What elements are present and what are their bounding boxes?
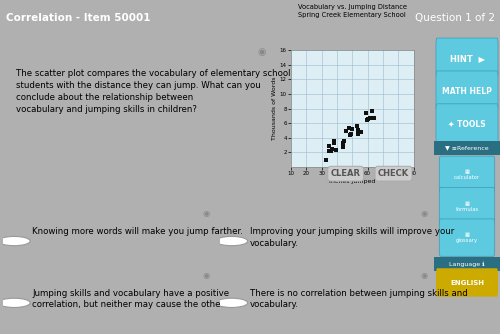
Point xyxy=(363,118,371,123)
Text: HINT  ▶: HINT ▶ xyxy=(450,54,484,63)
Point xyxy=(326,148,334,153)
FancyBboxPatch shape xyxy=(440,156,494,193)
Circle shape xyxy=(216,236,248,246)
Text: Improving your jumping skills will improve your
vocabulary.: Improving your jumping skills will impro… xyxy=(250,227,454,247)
Text: ◉: ◉ xyxy=(203,271,210,280)
Title: Vocabulary vs. Jumping Distance
Spring Creek Elementary School: Vocabulary vs. Jumping Distance Spring C… xyxy=(298,4,407,18)
Point xyxy=(346,125,354,130)
Text: ▦
formulas: ▦ formulas xyxy=(456,201,478,212)
Text: CLEAR: CLEAR xyxy=(330,169,360,178)
Text: Jumping skills and vocabulary have a positive
correlation, but neither may cause: Jumping skills and vocabulary have a pos… xyxy=(32,289,230,309)
Point xyxy=(368,108,376,113)
Text: The scatter plot compares the vocabulary of elementary school
students with the : The scatter plot compares the vocabulary… xyxy=(16,69,290,114)
Point xyxy=(346,133,354,138)
Text: ▼ ≡Reference: ▼ ≡Reference xyxy=(445,146,489,151)
Point xyxy=(342,129,350,134)
Point xyxy=(324,143,332,148)
Point xyxy=(354,124,362,129)
FancyBboxPatch shape xyxy=(436,104,498,144)
Circle shape xyxy=(0,236,30,246)
Point xyxy=(354,131,362,137)
Circle shape xyxy=(0,298,30,308)
Text: ▦
glossary: ▦ glossary xyxy=(456,232,478,243)
Text: ◉: ◉ xyxy=(258,47,266,57)
FancyBboxPatch shape xyxy=(434,141,500,155)
Text: ◉: ◉ xyxy=(420,271,428,280)
Text: ◉: ◉ xyxy=(420,209,428,218)
Text: ▦
calculator: ▦ calculator xyxy=(454,170,480,180)
Point xyxy=(346,131,354,137)
Text: ENGLISH: ENGLISH xyxy=(450,280,484,286)
Point xyxy=(362,111,370,116)
Point xyxy=(322,157,330,163)
FancyBboxPatch shape xyxy=(440,187,494,225)
X-axis label: Inches Jumped: Inches Jumped xyxy=(329,179,376,184)
Point xyxy=(330,141,338,146)
Text: Language ℹ: Language ℹ xyxy=(449,261,485,267)
Point xyxy=(354,128,362,133)
Text: ◉: ◉ xyxy=(203,209,210,218)
Y-axis label: Thousands of Words: Thousands of Words xyxy=(272,77,277,140)
Text: CHECK: CHECK xyxy=(378,169,409,178)
Point xyxy=(324,148,332,154)
Point xyxy=(332,147,340,152)
Point xyxy=(339,141,347,146)
Circle shape xyxy=(216,298,248,308)
Text: There is no correlation between jumping skills and
vocabulary.: There is no correlation between jumping … xyxy=(250,289,468,309)
Text: Knowing more words will make you jump farther.: Knowing more words will make you jump fa… xyxy=(32,227,243,236)
FancyBboxPatch shape xyxy=(434,257,500,271)
FancyBboxPatch shape xyxy=(440,219,494,256)
Point xyxy=(338,144,346,149)
Point xyxy=(328,146,336,152)
Point xyxy=(370,115,378,120)
FancyBboxPatch shape xyxy=(436,71,498,111)
Text: MATH HELP: MATH HELP xyxy=(442,87,492,96)
FancyBboxPatch shape xyxy=(436,38,498,78)
Point xyxy=(366,115,374,121)
Point xyxy=(330,139,338,144)
Point xyxy=(340,138,347,143)
Point xyxy=(364,117,372,122)
Text: ✦ TOOLS: ✦ TOOLS xyxy=(448,120,486,129)
Point xyxy=(348,127,356,132)
FancyBboxPatch shape xyxy=(436,268,498,297)
Text: Correlation - Item 50001: Correlation - Item 50001 xyxy=(6,13,150,22)
Text: Question 1 of 2: Question 1 of 2 xyxy=(415,13,495,22)
Point xyxy=(356,129,364,135)
